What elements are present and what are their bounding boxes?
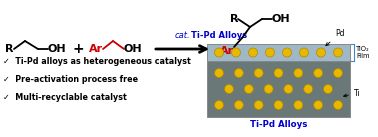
Circle shape bbox=[274, 68, 283, 78]
Circle shape bbox=[244, 85, 253, 93]
Circle shape bbox=[314, 68, 323, 78]
Circle shape bbox=[294, 68, 303, 78]
Circle shape bbox=[314, 101, 323, 109]
Circle shape bbox=[264, 85, 273, 93]
Text: Pd: Pd bbox=[326, 29, 344, 46]
Circle shape bbox=[333, 48, 342, 57]
Text: Ar: Ar bbox=[220, 46, 234, 56]
Circle shape bbox=[225, 85, 234, 93]
Text: cat.: cat. bbox=[175, 31, 191, 40]
Text: OH: OH bbox=[124, 44, 143, 54]
Circle shape bbox=[254, 68, 263, 78]
Text: +: + bbox=[72, 42, 84, 56]
Circle shape bbox=[299, 48, 308, 57]
Text: R: R bbox=[5, 44, 14, 54]
Text: R: R bbox=[230, 14, 239, 24]
Circle shape bbox=[234, 101, 243, 109]
Circle shape bbox=[248, 48, 257, 57]
Text: Ti: Ti bbox=[344, 89, 361, 98]
Text: ✓  Ti-Pd alloys as heterogeneous catalyst: ✓ Ti-Pd alloys as heterogeneous catalyst bbox=[3, 58, 191, 66]
Text: ✓  Pre-activation process free: ✓ Pre-activation process free bbox=[3, 75, 138, 85]
Circle shape bbox=[282, 48, 291, 57]
Circle shape bbox=[333, 101, 342, 109]
Text: Ar: Ar bbox=[89, 44, 103, 54]
Bar bbox=[207, 44, 350, 61]
Bar bbox=[207, 61, 350, 117]
Circle shape bbox=[294, 101, 303, 109]
Circle shape bbox=[333, 68, 342, 78]
Text: Ti-Pd Alloys: Ti-Pd Alloys bbox=[250, 120, 307, 129]
Circle shape bbox=[304, 85, 313, 93]
Text: Ti-Pd Alloys: Ti-Pd Alloys bbox=[191, 31, 247, 40]
Text: OH: OH bbox=[48, 44, 67, 54]
Circle shape bbox=[214, 68, 223, 78]
Circle shape bbox=[234, 68, 243, 78]
Circle shape bbox=[265, 48, 274, 57]
Circle shape bbox=[284, 85, 293, 93]
Circle shape bbox=[254, 101, 263, 109]
Circle shape bbox=[214, 48, 223, 57]
Text: TiO₂
Film: TiO₂ Film bbox=[356, 46, 370, 59]
Circle shape bbox=[231, 48, 240, 57]
Circle shape bbox=[214, 101, 223, 109]
Circle shape bbox=[324, 85, 333, 93]
Text: OH: OH bbox=[272, 14, 291, 24]
Text: ✓  Multi-recyclable catalyst: ✓ Multi-recyclable catalyst bbox=[3, 93, 127, 102]
Circle shape bbox=[274, 101, 283, 109]
Circle shape bbox=[316, 48, 325, 57]
